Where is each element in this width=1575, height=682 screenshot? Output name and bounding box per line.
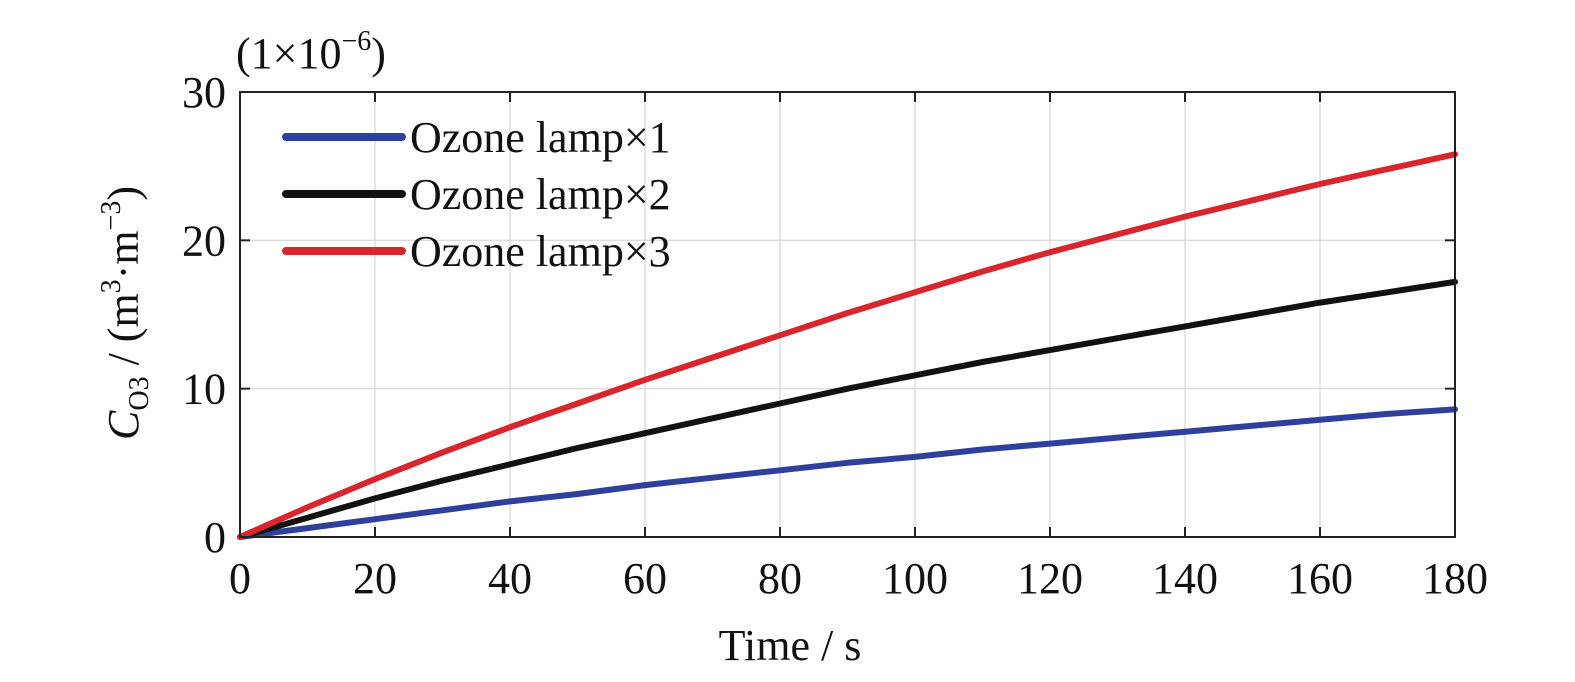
x-tick-label: 100 [882,554,948,603]
y-axis-label: CO3 / (m3·m−3) [96,186,155,440]
y-axis-label-sub: O3 [124,376,155,410]
x-tick-label: 80 [758,554,802,603]
legend-label-2: Ozone lamp×2 [410,170,671,219]
series-lines [237,151,1458,540]
x-tick-label: 40 [488,554,532,603]
x-tick-label: 60 [623,554,667,603]
scale-note: (1×10−6) [236,26,386,78]
y-axis-label-var: C [99,410,148,440]
y-tick-label: 30 [182,68,226,117]
y-tick-label: 0 [204,513,226,562]
x-tick-labels: 0 20 40 60 80 100 120 140 160 180 [229,554,1488,603]
y-axis-label-mid: / (m [99,293,148,376]
x-tick-label: 180 [1422,554,1488,603]
scale-note-exponent: −6 [341,26,371,57]
y-tick-labels: 0 10 20 30 [182,68,226,562]
legend-label-1: Ozone lamp×1 [410,113,671,162]
x-tick-label: 120 [1017,554,1083,603]
x-tick-label: 0 [229,554,251,603]
x-tick-label: 20 [353,554,397,603]
x-tick-label: 140 [1152,554,1218,603]
y-axis-label-close: ) [99,186,148,201]
y-axis-label-dot: ·m [99,230,148,279]
series-line-3 [237,151,1458,540]
plot-frame [239,91,1456,538]
x-tick-label: 160 [1287,554,1353,603]
y-axis-label-sup1: 3 [96,279,127,293]
y-tick-label: 10 [182,365,226,414]
series-line-2 [237,278,1458,540]
scale-note-base: (1×10 [236,29,341,78]
y-axis-label-sup2: −3 [96,201,127,231]
legend-label-3: Ozone lamp×3 [410,227,671,276]
scale-note-close: ) [371,29,386,78]
tick-marks [239,91,1456,538]
y-tick-label: 20 [182,216,226,265]
series-line-1 [237,406,1458,540]
legend: Ozone lamp×1 Ozone lamp×2 Ozone lamp×3 [282,113,671,276]
x-axis-label: Time / s [719,621,862,670]
